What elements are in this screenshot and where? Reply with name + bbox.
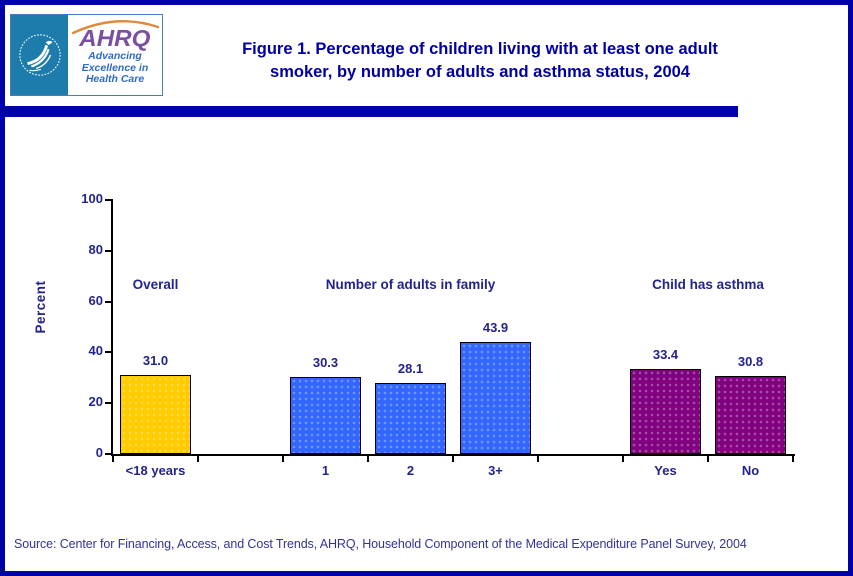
bar-category-label: Yes (654, 463, 677, 478)
ahrq-tagline: Advancing Excellence in Health Care (81, 50, 149, 86)
bar (460, 342, 531, 454)
source-note: Source: Center for Financing, Access, an… (14, 537, 747, 551)
group-label: Number of adults in family (325, 277, 496, 292)
y-tick-label: 60 (88, 292, 103, 308)
title-divider-bar (5, 106, 738, 117)
bar-value-label: 30.8 (737, 353, 764, 369)
x-axis-line (111, 454, 795, 456)
y-tick-mark (105, 351, 113, 354)
y-tick-label: 0 (95, 445, 103, 460)
bar-value-label: 43.9 (482, 320, 509, 336)
bar-value-label: 28.1 (397, 360, 424, 376)
y-axis-title: Percent (33, 280, 48, 334)
y-tick-label: 100 (81, 191, 103, 206)
bar (630, 369, 701, 454)
x-tick-mark (537, 454, 539, 462)
y-tick-label: 80 (88, 241, 103, 257)
x-tick-mark (112, 454, 114, 462)
y-tick-label: 40 (88, 343, 103, 359)
ahrq-tagline-line: Excellence in (81, 61, 149, 74)
ahrq-tagline-line: Advancing (88, 50, 142, 62)
bar-value-label: 31.0 (142, 353, 169, 369)
bar (290, 377, 361, 454)
y-tick-mark (105, 453, 113, 455)
x-tick-mark (707, 454, 709, 462)
y-tick-mark (105, 402, 113, 405)
figure-title: Figure 1. Percentage of children living … (170, 38, 790, 84)
ahrq-swoosh-icon (71, 20, 160, 35)
group-label: Overall (132, 277, 179, 292)
bar-category-label: 1 (321, 463, 330, 478)
bar-category-label: 2 (406, 463, 415, 478)
x-tick-mark (282, 454, 284, 462)
x-tick-mark (197, 454, 199, 462)
figure-title-line2: smoker, by number of adults and asthma s… (270, 63, 690, 81)
bar-chart: Percent 0 20 40 60 80 100 31.0 <18 years Overall… (5, 5, 848, 571)
x-tick-mark (622, 454, 624, 462)
bar-category-label: No (741, 463, 760, 478)
ahrq-tagline-line: Health Care (85, 73, 145, 85)
group-label: Child has asthma (652, 277, 764, 292)
figure-title-line1: Figure 1. Percentage of children living … (242, 40, 718, 58)
hhs-eagle-icon (18, 34, 61, 76)
y-axis-line (111, 199, 113, 456)
bar-category-label: <18 years (125, 463, 186, 478)
ahrq-acronym: AHRQ (79, 25, 151, 51)
bar (375, 382, 446, 454)
x-tick-mark (367, 454, 369, 462)
y-tick-mark (105, 249, 113, 252)
y-tick-mark (105, 199, 113, 201)
bar (715, 375, 786, 454)
y-tick-label: 20 (88, 394, 103, 410)
x-tick-mark (792, 454, 794, 462)
ahrq-logo-panel: AHRQ Advancing Excellence in Health Care (68, 15, 162, 95)
hhs-seal (11, 15, 68, 95)
x-tick-mark (452, 454, 454, 462)
bar-category-label: 3+ (488, 463, 503, 478)
bar-value-label: 33.4 (652, 347, 679, 363)
hhs-ahrq-logo: AHRQ Advancing Excellence in Health Care (10, 14, 163, 96)
bar (120, 375, 191, 454)
bar-value-label: 30.3 (312, 355, 339, 371)
y-tick-mark (105, 300, 113, 303)
